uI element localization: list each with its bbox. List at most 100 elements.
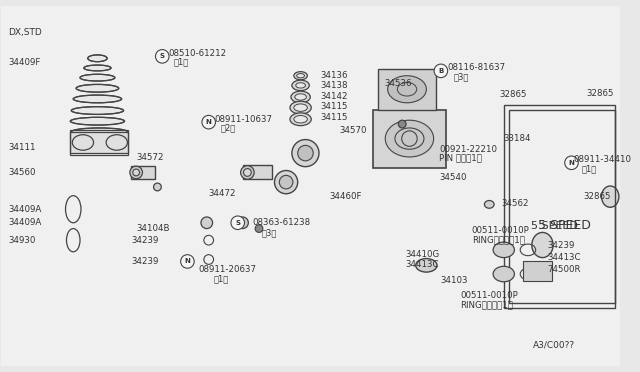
Text: 34536: 34536 (385, 79, 412, 88)
Text: 74500R: 74500R (547, 265, 581, 274)
Text: 34409A: 34409A (8, 205, 42, 214)
Text: 34115: 34115 (320, 102, 348, 111)
Text: 34540: 34540 (439, 173, 467, 182)
Ellipse shape (602, 186, 619, 207)
Ellipse shape (291, 91, 310, 103)
Ellipse shape (532, 232, 553, 257)
Text: 34115: 34115 (320, 113, 348, 122)
Ellipse shape (130, 166, 143, 179)
Text: 34460F: 34460F (330, 192, 362, 201)
Circle shape (231, 216, 244, 230)
Text: N: N (568, 160, 575, 166)
Ellipse shape (88, 55, 107, 62)
Ellipse shape (73, 95, 122, 103)
Circle shape (202, 115, 216, 129)
Text: 34472: 34472 (209, 189, 236, 198)
Text: 34111: 34111 (8, 143, 36, 152)
Text: 32865: 32865 (586, 89, 614, 97)
Circle shape (298, 145, 313, 161)
Ellipse shape (80, 74, 115, 81)
Text: 32865: 32865 (583, 192, 611, 201)
Text: 34239: 34239 (547, 241, 575, 250)
Text: 00511-0010P: 00511-0010P (472, 226, 529, 235)
Text: 00511-0010P: 00511-0010P (460, 291, 518, 300)
Ellipse shape (244, 169, 252, 176)
Text: 34104B: 34104B (136, 224, 170, 233)
Text: 33184: 33184 (504, 134, 531, 143)
Text: DX,STD: DX,STD (8, 28, 42, 37)
Ellipse shape (241, 166, 254, 179)
Ellipse shape (290, 101, 311, 114)
Text: 00921-22210: 00921-22210 (439, 145, 497, 154)
Text: RINGリング（1）: RINGリング（1） (472, 236, 525, 245)
Bar (373, 110, 445, 168)
Ellipse shape (292, 80, 309, 91)
Text: 34409F: 34409F (8, 58, 41, 67)
Ellipse shape (106, 135, 127, 150)
Text: N: N (184, 259, 190, 264)
Text: 5 SPEED: 5 SPEED (531, 221, 578, 231)
Text: N: N (205, 119, 212, 125)
Ellipse shape (294, 116, 307, 123)
Text: A3/C00??: A3/C00?? (532, 340, 575, 349)
Ellipse shape (484, 201, 494, 208)
Text: PIN ピン（1）: PIN ピン（1） (439, 153, 482, 163)
Ellipse shape (290, 113, 311, 126)
Bar (131, 166, 156, 179)
Text: 34409A: 34409A (8, 218, 42, 227)
Text: 5 SPEED: 5 SPEED (538, 219, 591, 232)
Ellipse shape (493, 242, 515, 257)
Text: 34560: 34560 (8, 168, 36, 177)
Circle shape (201, 217, 212, 228)
Text: 32865: 32865 (499, 90, 527, 99)
Text: 34413C: 34413C (405, 260, 438, 269)
Text: 34413C: 34413C (547, 253, 581, 262)
Bar (509, 110, 615, 303)
Circle shape (156, 49, 169, 63)
Text: 08911-34410: 08911-34410 (573, 155, 632, 164)
Ellipse shape (416, 259, 437, 272)
Bar (70, 130, 129, 155)
Circle shape (398, 120, 406, 128)
Circle shape (564, 156, 579, 170)
Text: 34239: 34239 (131, 257, 159, 266)
Circle shape (237, 217, 248, 228)
Text: B: B (438, 68, 444, 74)
Text: 08363-61238: 08363-61238 (252, 218, 310, 227)
Text: 34570: 34570 (339, 126, 367, 135)
Circle shape (275, 170, 298, 194)
Text: （3）: （3） (262, 228, 277, 237)
Ellipse shape (295, 94, 307, 100)
Text: （2）: （2） (220, 124, 236, 132)
Circle shape (154, 183, 161, 191)
Ellipse shape (296, 83, 305, 88)
Text: 34142: 34142 (320, 92, 348, 100)
Ellipse shape (493, 266, 515, 282)
Text: 34138: 34138 (320, 81, 348, 90)
Text: 08911-10637: 08911-10637 (214, 115, 273, 124)
Ellipse shape (297, 74, 305, 78)
Ellipse shape (76, 84, 119, 92)
Bar (523, 262, 552, 281)
Text: （1）: （1） (214, 275, 228, 283)
Circle shape (255, 225, 263, 232)
Text: RINGリング（1）: RINGリング（1） (460, 301, 513, 310)
Text: 34136: 34136 (320, 71, 348, 80)
Ellipse shape (388, 76, 426, 103)
Text: S: S (236, 220, 240, 226)
Bar (504, 105, 615, 308)
Circle shape (434, 64, 447, 78)
Text: 34103: 34103 (441, 276, 468, 285)
Circle shape (292, 140, 319, 167)
Ellipse shape (72, 135, 93, 150)
Bar (243, 165, 271, 179)
Ellipse shape (294, 72, 307, 80)
Text: 08510-61212: 08510-61212 (168, 49, 226, 58)
Text: 34239: 34239 (131, 236, 159, 245)
Text: （1）: （1） (174, 58, 189, 67)
Ellipse shape (71, 128, 127, 136)
Text: 34562: 34562 (502, 199, 529, 208)
Text: 08911-20637: 08911-20637 (198, 265, 256, 274)
Ellipse shape (132, 169, 140, 176)
Text: S: S (160, 53, 164, 60)
